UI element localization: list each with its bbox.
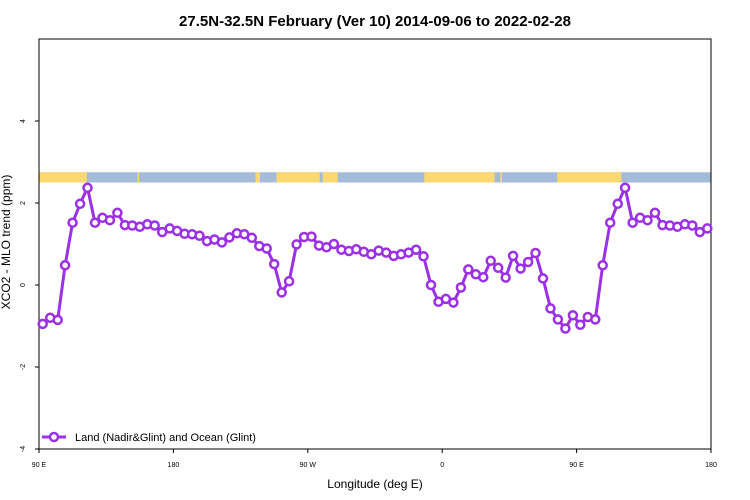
- data-point: [590, 314, 601, 325]
- surface-type-strip: [39, 172, 711, 183]
- data-point: [492, 262, 504, 274]
- land-strip-segment: [39, 172, 87, 183]
- ocean-strip: [39, 172, 711, 183]
- x-tick-label: 0: [440, 462, 444, 469]
- data-point: [597, 260, 608, 271]
- data-point: [604, 217, 616, 228]
- data-point: [537, 273, 549, 284]
- chart-title: 27.5N-32.5N February (Ver 10) 2014-09-06…: [179, 13, 571, 30]
- y-tick-label: -4: [20, 446, 27, 452]
- data-point: [522, 256, 534, 268]
- data-point: [149, 220, 160, 231]
- y-tick-label: 4: [20, 119, 27, 123]
- data-point: [552, 314, 564, 325]
- data-point: [306, 231, 317, 242]
- land-strip-segment: [424, 172, 495, 183]
- data-point: [89, 217, 101, 228]
- legend-point-marker: [48, 431, 60, 443]
- data-point: [627, 217, 638, 228]
- data-point: [216, 237, 228, 248]
- data-point: [67, 217, 78, 228]
- axis-ticks: 90 E 180 90 W 0 90 E 180 -4 -2 0 2 4: [20, 119, 717, 469]
- data-point: [74, 198, 86, 210]
- data-point: [224, 232, 235, 243]
- data-point: [702, 223, 713, 234]
- x-tick-label: 180: [705, 462, 717, 469]
- data-point: [276, 287, 287, 298]
- data-point: [545, 303, 556, 314]
- x-tick-label: 180: [168, 462, 180, 469]
- legend: Land (Nadir&Glint) and Ocean (Glint): [42, 431, 256, 444]
- data-point: [619, 182, 631, 194]
- series-line: [41, 186, 708, 330]
- data-point: [515, 263, 526, 274]
- data-point: [283, 276, 295, 287]
- land-strip-segment: [322, 172, 338, 183]
- data-point: [37, 318, 48, 330]
- data-point: [448, 297, 459, 308]
- data-point: [261, 243, 272, 254]
- data-point: [575, 319, 586, 331]
- data-point: [268, 258, 280, 270]
- data-series: [37, 182, 713, 334]
- data-point: [560, 323, 571, 334]
- data-point: [463, 264, 474, 275]
- land-strip-segment: [255, 172, 261, 183]
- x-axis-title: Longitude (deg E): [327, 477, 422, 491]
- data-point: [567, 310, 579, 321]
- x-tick-label: 90 W: [300, 462, 317, 469]
- land-strip-segment: [500, 172, 502, 183]
- x-tick-label: 90 E: [569, 462, 584, 469]
- data-point: [112, 207, 123, 219]
- data-point: [649, 207, 661, 219]
- data-point: [455, 282, 467, 293]
- x-tick-label: 90 E: [32, 462, 47, 469]
- data-point: [418, 251, 429, 262]
- data-point: [478, 271, 489, 283]
- data-point: [687, 220, 698, 231]
- data-point: [410, 244, 422, 255]
- data-point: [82, 182, 93, 194]
- data-point: [59, 260, 71, 271]
- data-point: [52, 314, 63, 326]
- land-strip-segment: [276, 172, 320, 183]
- data-point: [425, 279, 437, 291]
- y-tick-label: -2: [20, 364, 27, 370]
- data-point: [104, 214, 116, 226]
- data-point: [500, 272, 511, 283]
- data-point: [328, 238, 340, 250]
- data-point: [642, 214, 653, 226]
- land-strip-segment: [137, 172, 140, 183]
- legend-label: Land (Nadir&Glint) and Ocean (Glint): [75, 432, 256, 444]
- data-point: [291, 239, 302, 250]
- land-strip-segment: [557, 172, 622, 183]
- data-point: [530, 247, 541, 259]
- data-point: [485, 255, 496, 267]
- data-point: [612, 198, 623, 210]
- y-tick-label: 2: [20, 201, 27, 205]
- y-axis-title: XCO2 - MLO trend (ppm): [0, 175, 13, 310]
- data-point: [194, 230, 205, 242]
- plot-frame: [38, 38, 712, 450]
- data-point: [507, 250, 519, 262]
- data-point: [246, 232, 258, 244]
- y-tick-label: 0: [20, 283, 27, 287]
